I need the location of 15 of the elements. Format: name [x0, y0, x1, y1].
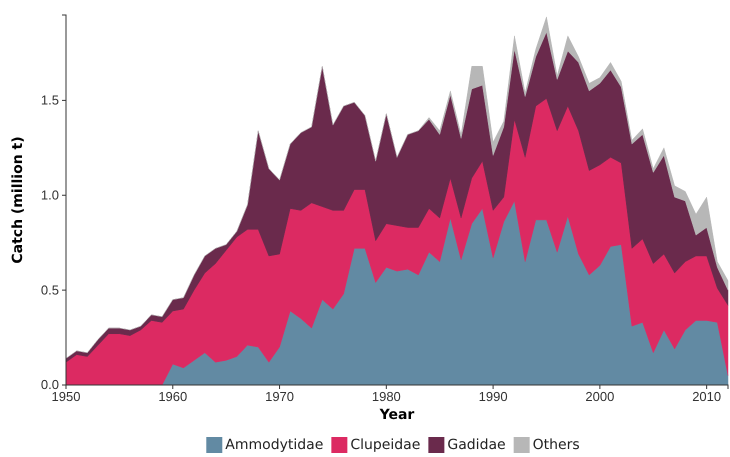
y-tick-label: 1.5	[40, 92, 59, 108]
legend-label: Gadidae	[447, 437, 506, 453]
legend-label: Clupeidae	[350, 437, 420, 453]
y-tick-label: 0.5	[40, 282, 59, 298]
y-tick-label: 1.0	[40, 187, 59, 202]
legend-label: Ammodytidae	[225, 437, 324, 453]
y-axis-title: Catch (million t)	[10, 136, 26, 264]
x-tick-label: 2000	[585, 389, 614, 404]
x-tick-label: 1990	[478, 389, 508, 404]
x-tick-label: 1980	[372, 389, 401, 404]
legend-label: Others	[532, 437, 580, 453]
x-axis-title: Year	[378, 407, 414, 423]
x-tick-label: 1960	[158, 389, 188, 404]
x-tick-label: 1970	[265, 389, 294, 404]
x-tick-label: 2010	[692, 389, 722, 404]
